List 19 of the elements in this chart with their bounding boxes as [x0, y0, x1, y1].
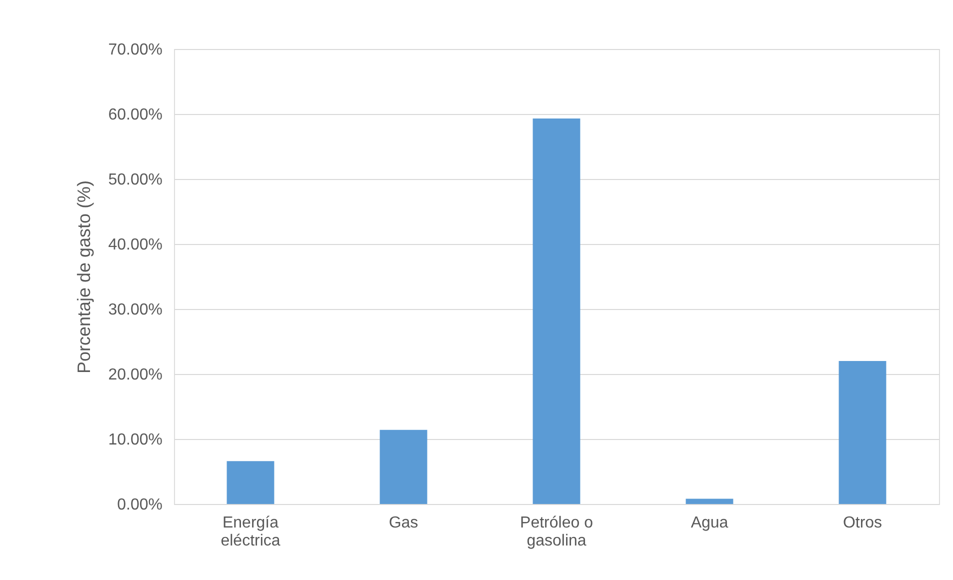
- x-tick-label: Gas: [388, 514, 418, 532]
- bar: [380, 430, 428, 504]
- y-axis-title: Porcentaje de gasto (%): [74, 180, 94, 374]
- bar: [686, 498, 734, 504]
- y-tick-label: 60.00%: [108, 106, 162, 124]
- y-tick-label: 20.00%: [108, 366, 162, 384]
- x-tick-label: Agua: [690, 514, 728, 532]
- bar: [532, 118, 580, 504]
- bar: [226, 461, 274, 504]
- x-tick-label: Energía eléctrica: [220, 514, 280, 550]
- x-tick-label: Petróleo o gasolina: [520, 514, 594, 550]
- y-tick-label: 0.00%: [117, 496, 162, 514]
- x-tick-label: Otros: [842, 514, 882, 532]
- y-tick-label: 70.00%: [108, 42, 162, 58]
- y-tick-label: 30.00%: [108, 302, 162, 318]
- bar: [838, 361, 886, 504]
- y-tick-label: 50.00%: [108, 172, 162, 188]
- y-tick-label: 40.00%: [108, 236, 162, 254]
- y-tick-label: 10.00%: [108, 432, 162, 448]
